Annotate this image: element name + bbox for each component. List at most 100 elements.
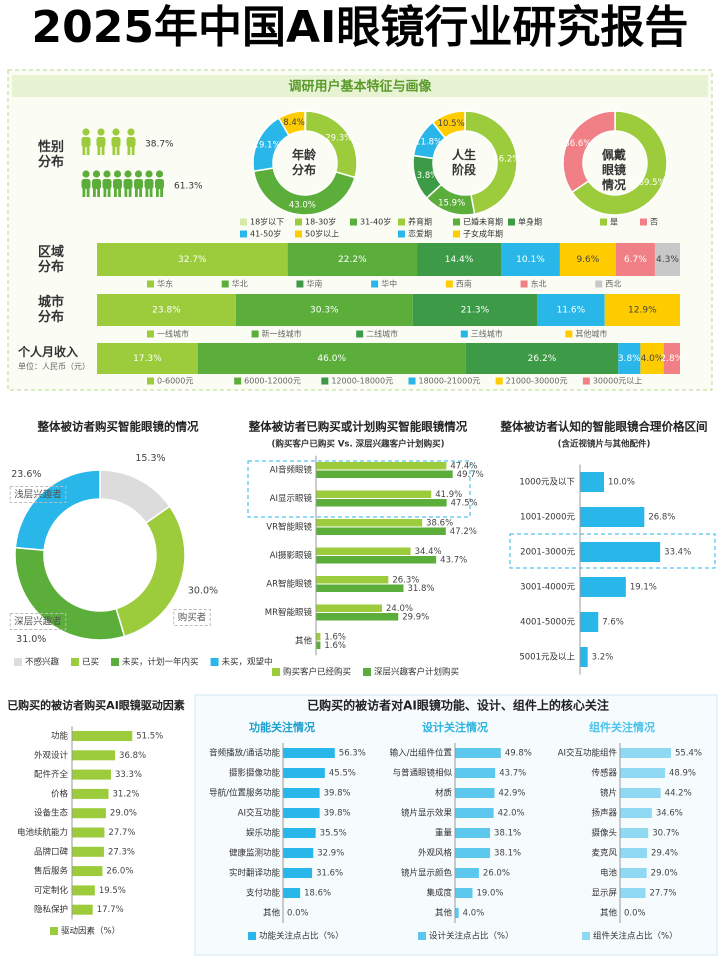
- category-label: 1000元及以下: [519, 478, 575, 488]
- icon-leg: [145, 188, 149, 197]
- legend-label: 功能关注点占比（%）: [259, 931, 344, 942]
- icon-head: [112, 128, 120, 136]
- center-label: 年龄分布: [291, 148, 316, 177]
- category-label: 健康监测功能: [229, 848, 281, 859]
- bar: [455, 768, 496, 778]
- value-label: 26.0%: [106, 867, 133, 877]
- category-label: 2001-3000元: [520, 548, 575, 558]
- value-label: 3.2%: [592, 653, 614, 663]
- legend-swatch: [350, 218, 357, 226]
- legend-label: 是: [610, 218, 618, 227]
- legend-swatch: [520, 280, 528, 288]
- row-label: 性别分布: [38, 140, 65, 170]
- value-label: 36.8%: [119, 751, 146, 761]
- page-title: 2025年中国AI眼镜行业研究报告: [32, 2, 689, 53]
- bar: [316, 490, 432, 498]
- value-label: 31.8%: [407, 584, 434, 594]
- bar: [455, 908, 459, 918]
- category-label: 镜片显示效果: [401, 808, 453, 819]
- legend-swatch: [14, 658, 22, 666]
- icon-leg: [160, 188, 163, 197]
- legend-label: 养育期: [408, 217, 432, 227]
- bar-segment: [501, 243, 560, 276]
- bar: [580, 577, 626, 597]
- value-label: 1.6%: [324, 632, 346, 642]
- legend-label: 组件关注点占比（%）: [593, 931, 678, 942]
- category-label: 导航/位置服务功能: [209, 788, 280, 799]
- icon-body: [134, 179, 143, 189]
- bar-segment: [465, 343, 619, 374]
- legend-swatch: [600, 218, 607, 226]
- legend-swatch: [508, 218, 515, 226]
- value-label: 43.7%: [499, 769, 526, 779]
- legend-swatch: [147, 377, 154, 385]
- icon-body: [155, 179, 164, 189]
- value-label: 9.6%: [576, 255, 599, 265]
- legend-swatch: [418, 932, 426, 940]
- section-title: 调研用户基本特征与画像: [288, 79, 432, 95]
- icon-leg: [86, 146, 90, 155]
- legend-label: 驱动因素（%）: [61, 926, 120, 937]
- bar: [316, 556, 437, 564]
- legend-label: 设计关注点占比（%）: [429, 931, 514, 942]
- bar: [316, 499, 447, 507]
- legend-label: 41-50岁: [250, 229, 281, 239]
- value-label: 3.8%: [618, 354, 641, 364]
- bar: [283, 888, 301, 898]
- value-label: 38.1%: [494, 849, 521, 859]
- icon-body: [96, 137, 106, 147]
- value-label: 49.7%: [457, 470, 484, 480]
- bar-segment: [97, 343, 198, 374]
- value-label: 45.5%: [329, 769, 356, 779]
- category-label: 扬声器: [591, 808, 617, 819]
- value-label: 34.6%: [656, 809, 683, 819]
- legend-label: 50岁以上: [305, 229, 339, 239]
- value-label: 17.3%: [133, 354, 162, 364]
- legend-swatch: [321, 377, 329, 385]
- bar-segment: [604, 294, 680, 326]
- donut-segment: [277, 110, 306, 137]
- legend-swatch: [234, 377, 242, 385]
- category-label: 电池: [600, 868, 618, 879]
- bar: [620, 848, 648, 858]
- category-label: 可定制化: [34, 885, 69, 896]
- bar: [620, 748, 671, 758]
- legend-label: 华东: [157, 279, 173, 289]
- bar-segment: [640, 343, 664, 374]
- legend-label: 其他城市: [575, 329, 607, 339]
- legend-label: 不感兴趣: [25, 657, 60, 668]
- chart-title: 整体被访者认知的智能眼镜合理价格区间: [500, 420, 708, 434]
- value-label: 34.4%: [415, 547, 442, 557]
- category-label: 重量: [435, 828, 453, 839]
- value-label: 43.0%: [289, 200, 316, 210]
- legend-swatch: [371, 280, 379, 288]
- bar: [283, 808, 320, 818]
- icon-leg: [116, 146, 120, 155]
- category-label: 显示屏: [591, 889, 617, 899]
- bar: [316, 576, 389, 584]
- row-label: 个人月收入: [18, 345, 79, 359]
- category-label: AI音频眼镜: [270, 465, 313, 476]
- value-label: 15.9%: [438, 198, 465, 208]
- value-label: 19.5%: [99, 886, 126, 896]
- category-label: AI交互功能组件: [558, 748, 618, 759]
- icon-leg: [112, 146, 116, 155]
- chart-title: 整体被访者购买智能眼镜的情况: [37, 420, 199, 434]
- icon-head: [145, 170, 153, 178]
- bar: [580, 647, 588, 667]
- category-label: 其他: [435, 908, 453, 919]
- donut-segment: [252, 167, 356, 216]
- bar: [316, 584, 404, 592]
- value-label: 11.8%: [415, 138, 442, 148]
- donut-segment: [431, 110, 466, 140]
- value-label: 26.2%: [528, 354, 557, 364]
- value-label: 10.5%: [438, 119, 465, 129]
- value-label: 42.0%: [498, 809, 525, 819]
- legend-swatch: [565, 330, 573, 338]
- legend-swatch: [398, 218, 405, 226]
- value-label: 33.4%: [664, 548, 691, 558]
- value-label: 51.5%: [136, 732, 163, 742]
- value-label: 55.4%: [675, 749, 702, 759]
- bar-segment: [235, 294, 413, 326]
- icon-leg: [128, 188, 132, 197]
